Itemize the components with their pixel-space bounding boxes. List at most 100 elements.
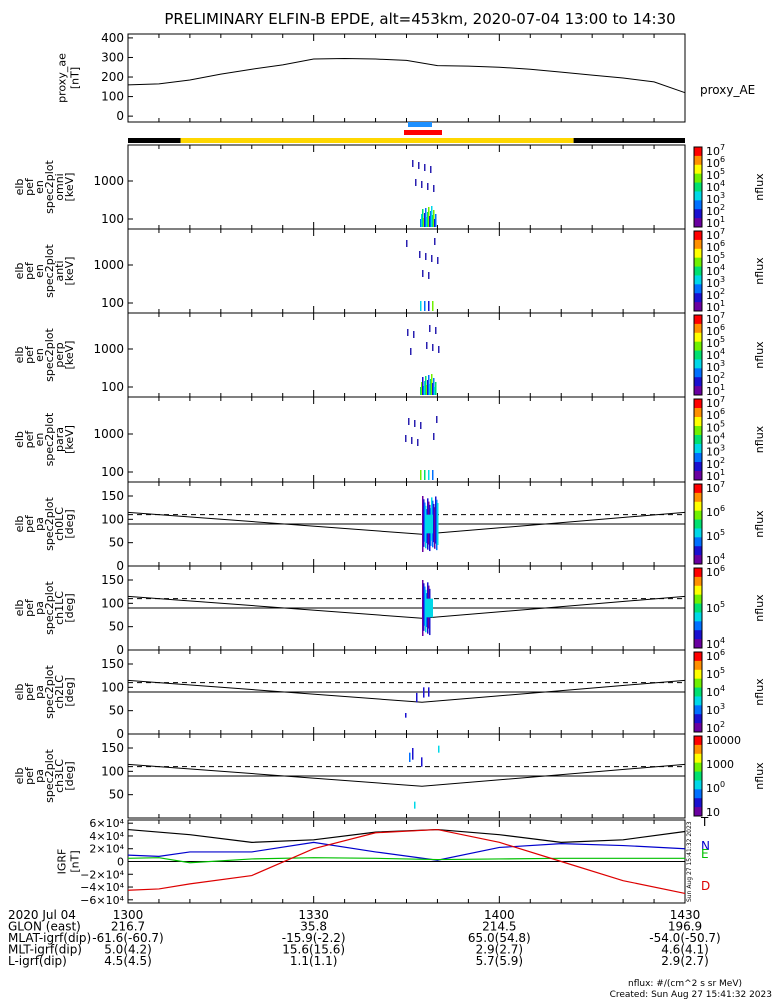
perp-ytick-label: 1000 [93, 342, 124, 356]
ch2-ytick-label: 150 [101, 657, 124, 671]
ch0-loss-cone [127, 511, 686, 535]
omni-panel-colorbar-swatch [694, 164, 702, 175]
ch2-panel-colorbar-tick: 104 [706, 684, 725, 699]
ch0-pixel [423, 499, 425, 547]
anti-pixel [425, 253, 427, 260]
ch0-panel-colorbar-swatch [694, 484, 702, 494]
ch0-panel-colorbar-swatch [694, 546, 702, 556]
ch0-ylabel-line-4: ch0LC [53, 507, 66, 541]
ch3-ylabel-line-4: ch3LC [53, 759, 66, 793]
igrf-legend-E: E [701, 847, 709, 861]
igrf-legend-D: D [701, 879, 710, 893]
omni-pixel [415, 179, 417, 186]
ch2-panel-colorbar-frame [693, 651, 703, 733]
ch0-pixel [437, 503, 439, 545]
anti-ylabel-line-4: anti [53, 260, 66, 281]
ch2-ylabel-line-3: spec2plot [43, 665, 56, 719]
perp-pixel [429, 384, 431, 395]
perp-pixel [427, 380, 429, 395]
ch2-ytick-label: 50 [109, 704, 124, 718]
para-panel-colorbar-swatch [694, 471, 702, 481]
ch2-pixel [423, 687, 425, 698]
ch2-panel-colorbar-swatch [694, 660, 702, 671]
perp-panel-colorbar-swatch [694, 386, 702, 396]
time-axis-value: 5.7(5.9) [476, 954, 524, 968]
ch1-panel-colorbar-swatch [694, 639, 702, 649]
ch2-pixel [405, 713, 407, 718]
ch1-ylabel-line-3: spec2plot [43, 581, 56, 635]
para-ylabel-line-5: [keV] [63, 425, 76, 454]
ch0-panel-colorbar-swatch [694, 510, 702, 521]
perp-ylabel-line-1: pef [23, 345, 36, 364]
ch1-ytick-label: 50 [109, 620, 124, 634]
para-pixel [408, 418, 410, 425]
omni-pixel [435, 214, 437, 227]
para-pixel [436, 416, 438, 423]
anti-ylabel-line-0: elb [13, 263, 26, 280]
anti-ytick-label: 1000 [93, 258, 124, 272]
perp-pixel [413, 331, 415, 338]
igrf-ytick-label: −2×10⁴ [80, 868, 124, 881]
ch2-panel-colorbar [693, 651, 703, 733]
footer-created: Created: Sun Aug 27 15:41:32 2023 [610, 990, 772, 1000]
para-ylabel-line-4: para [53, 427, 66, 452]
ch2-ylabel-line-5: [deg] [63, 677, 76, 706]
time-axis-value: 1.1(1.1) [290, 954, 338, 968]
para-pixel [411, 437, 413, 444]
ch0-pixel [436, 499, 438, 551]
perp-pixel [432, 344, 434, 351]
igrf-ytick-label: −6×10⁴ [80, 894, 124, 907]
ch2-ytick-label: 100 [101, 680, 124, 694]
para-panel-colorbar-swatch [694, 399, 702, 409]
ch0-ylabel-line-1: pef [23, 514, 36, 533]
anti-ylabel-line-1: pef [23, 261, 36, 280]
ch1-panel-colorbar-swatch [694, 603, 702, 613]
ch0-panel-colorbar-swatch [694, 537, 702, 547]
igrf-legend-T: T [700, 815, 709, 829]
omni-pixel [425, 208, 427, 227]
omni-pixel [427, 183, 429, 190]
ch0-panel-colorbar-swatch [694, 492, 702, 503]
time-axis-value: 2.9(2.7) [476, 943, 524, 957]
omni-pixel [424, 213, 426, 227]
omni-ylabel-line-5: [keV] [63, 173, 76, 202]
perp-panel-colorbar [693, 314, 703, 396]
ch1-panel-colorbar-swatch [694, 630, 702, 640]
omni-pixel [434, 219, 436, 227]
omni-pixel [431, 206, 433, 227]
omni-ylabel-line-2: en [33, 180, 46, 194]
omni-panel-colorbar-swatch [694, 155, 702, 166]
ch1-ylabel-line-0: elb [13, 600, 26, 617]
perp-ytick-label: 100 [101, 380, 124, 394]
para-ylabel-line-1: pef [23, 430, 36, 449]
para-pixel [420, 422, 422, 429]
omni-ytick-label: 100 [101, 212, 124, 226]
igrf-line-E [127, 857, 685, 864]
ch2-panel-colorbar-swatch [694, 696, 702, 706]
omni-pixel [432, 215, 434, 227]
para-ytick-label: 100 [101, 465, 124, 479]
ch3-pixel [412, 748, 414, 760]
ibo-marker [408, 122, 432, 127]
ae-ytick-label: 100 [101, 90, 124, 104]
ch2-panel-colorbar-tick: 105 [706, 666, 725, 681]
ch3-pixel [414, 801, 416, 809]
anti-ylabel-line-3: spec2plot [43, 244, 56, 298]
ch1-ytick-label: 150 [101, 573, 124, 587]
perp-pixel [431, 374, 433, 395]
ae-ytick-label: 0 [116, 109, 124, 123]
time-axis-row-label: MLT-igrf(dip) [8, 943, 82, 957]
anti-panel-colorbar-swatch [694, 284, 702, 294]
ch0-panel-colorbar-swatch [694, 555, 702, 565]
ch3-panel-colorbar [693, 735, 703, 817]
para-pixel [424, 470, 426, 480]
anti-panel-colorbar-swatch [694, 248, 702, 259]
ch0-ytick-label: 0 [116, 559, 124, 573]
time-axis-value: 216.7 [111, 920, 145, 934]
ch1-panel-colorbar-swatch [694, 568, 702, 578]
ch3-panel-colorbar-swatch [694, 744, 702, 755]
igrf-line-D [127, 828, 686, 895]
ch2-ylabel-line-0: elb [13, 684, 26, 701]
ch2-panel-colorbar-swatch [694, 714, 702, 724]
time-axis-value: 15.6(15.6) [282, 943, 345, 957]
